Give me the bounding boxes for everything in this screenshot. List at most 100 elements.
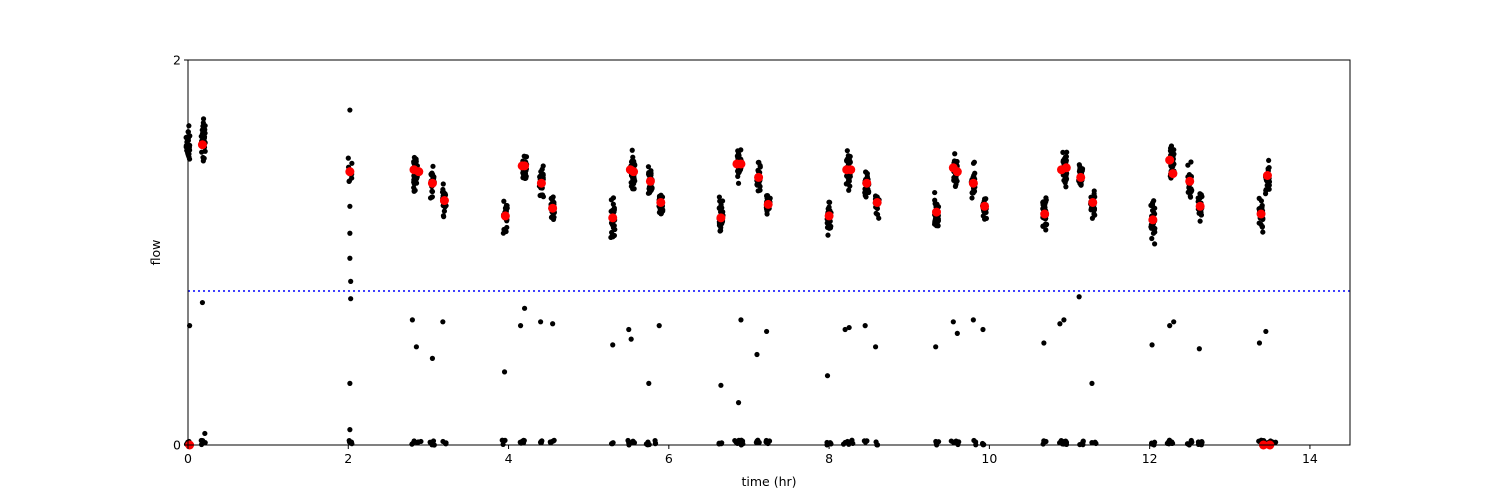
- mean-point: [736, 159, 746, 169]
- data-point: [1196, 210, 1202, 216]
- mean-point: [345, 167, 355, 177]
- data-point: [969, 195, 975, 201]
- data-point: [1061, 317, 1067, 323]
- data-point: [755, 159, 761, 166]
- data-point: [519, 438, 525, 445]
- data-point: [1258, 198, 1265, 204]
- y-axis-ticks: 02: [173, 53, 188, 453]
- data-point: [1171, 319, 1177, 325]
- data-point: [824, 373, 831, 379]
- data-point: [1043, 227, 1049, 233]
- mean-point: [1076, 172, 1086, 182]
- data-point: [1151, 209, 1157, 216]
- data-point: [443, 440, 449, 446]
- data-point: [1089, 215, 1096, 221]
- data-point: [1060, 149, 1066, 155]
- data-point: [625, 437, 631, 444]
- data-point: [501, 198, 507, 204]
- data-point: [656, 323, 662, 329]
- data-point: [1063, 184, 1069, 190]
- mean-point: [500, 211, 510, 221]
- data-point: [863, 169, 869, 175]
- data-point: [717, 228, 723, 234]
- data-point: [1197, 218, 1203, 224]
- mean-point: [846, 165, 856, 175]
- y-tick-label: 0: [173, 438, 181, 453]
- data-point: [1062, 175, 1068, 181]
- x-tick-label: 8: [825, 451, 833, 466]
- x-axis-ticks: 0 2 4 6 8 10 12 14: [184, 445, 1318, 466]
- data-point: [537, 439, 544, 445]
- data-point: [1091, 188, 1097, 194]
- data-point: [501, 369, 508, 375]
- data-point: [523, 175, 529, 181]
- data-point: [347, 203, 353, 209]
- data-point: [441, 213, 447, 220]
- data-point: [202, 430, 208, 437]
- plot-frame: [187, 59, 1351, 446]
- mean-point: [763, 199, 773, 209]
- data-point: [1063, 439, 1069, 445]
- mean-point: [980, 201, 990, 211]
- x-tick-label: 14: [1302, 451, 1318, 466]
- data-point: [1148, 225, 1155, 231]
- x-tick-label: 0: [184, 451, 192, 466]
- data-point: [826, 204, 832, 210]
- data-point: [410, 440, 416, 446]
- data-point: [717, 221, 723, 227]
- data-point: [413, 344, 419, 350]
- data-point: [441, 208, 447, 214]
- mean-point: [824, 211, 834, 221]
- data-point: [862, 190, 868, 196]
- data-point: [199, 149, 205, 155]
- data-point: [845, 175, 851, 181]
- data-point: [1259, 202, 1265, 209]
- data-point: [440, 319, 446, 325]
- data-point: [550, 194, 556, 200]
- data-point: [1152, 205, 1158, 211]
- data-point: [629, 439, 635, 445]
- data-point: [1089, 380, 1095, 386]
- mean-point: [427, 178, 437, 188]
- mean-point: [414, 167, 424, 177]
- data-point: [656, 193, 663, 199]
- mean-point: [1168, 169, 1178, 179]
- data-point: [1197, 191, 1203, 197]
- data-point: [629, 147, 635, 153]
- data-point: [200, 134, 206, 141]
- data-point: [1150, 200, 1156, 206]
- data-point: [540, 163, 546, 169]
- mean-point: [1165, 155, 1175, 165]
- data-point: [935, 439, 942, 445]
- data-point: [626, 326, 632, 333]
- data-point: [429, 188, 435, 194]
- data-point: [345, 155, 351, 161]
- data-point: [738, 147, 744, 153]
- data-point: [608, 197, 614, 203]
- data-point: [415, 439, 421, 445]
- data-point: [200, 116, 207, 122]
- data-point: [1167, 323, 1173, 329]
- data-point: [646, 170, 652, 176]
- data-point: [1152, 241, 1158, 247]
- data-point: [933, 223, 940, 229]
- data-point: [628, 183, 634, 189]
- data-point: [1171, 147, 1177, 153]
- data-point: [537, 192, 543, 199]
- data-point: [201, 125, 207, 131]
- data-point: [846, 187, 852, 193]
- data-point: [609, 222, 616, 228]
- data-point: [609, 229, 615, 236]
- data-point: [732, 437, 738, 444]
- data-point: [764, 211, 770, 217]
- data-point: [628, 336, 634, 342]
- data-point: [864, 438, 870, 444]
- data-point: [348, 296, 354, 302]
- data-point: [757, 164, 763, 170]
- x-tick-label: 4: [505, 451, 513, 466]
- data-point: [199, 299, 206, 306]
- x-tick-label: 6: [665, 451, 673, 466]
- data-point: [865, 186, 871, 192]
- data-point: [186, 123, 192, 129]
